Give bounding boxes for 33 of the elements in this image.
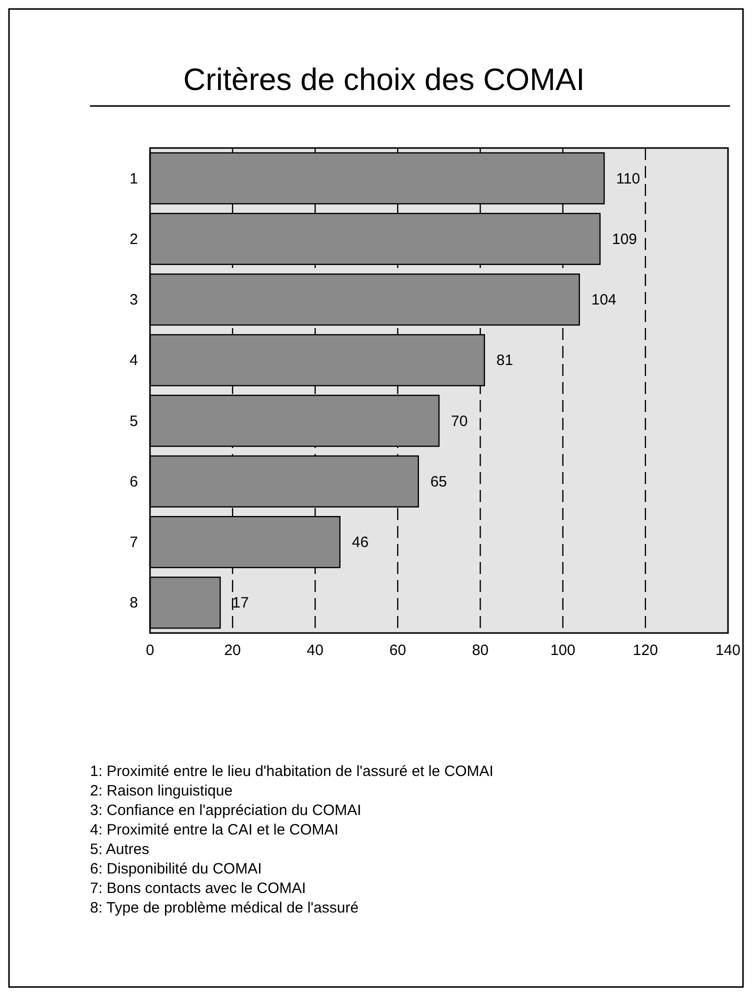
x-tick-label: 140 [715,642,741,659]
y-tick-label: 1 [130,170,138,188]
text: 1: Proximité entre le lieu d'habitation de l'assuré et le COMAI [90,763,494,780]
data-label: 17 [232,594,249,612]
text: 4: Proximité entre la CAI et le COMAI [90,822,338,838]
text: 8: Type de problème médical de l'assuré [90,900,359,916]
data-label: 81 [496,352,514,370]
y-tick-label: 7 [130,534,138,552]
x-tick-label: 100 [550,642,576,659]
chart-title: Critères de choix des COMAI [183,62,585,97]
data-label: 110 [616,170,640,188]
x-tick-label: 120 [632,642,658,659]
y-tick-label: 4 [130,352,138,370]
y-tick-label: 5 [130,412,138,430]
x-tick-label: 40 [306,642,324,659]
text: 6: Disponibilité du COMAI [90,860,262,878]
text: 3: Confiance en l'appréciation du COMAI [90,802,362,819]
y-tick-label: 8 [130,594,138,612]
x-tick-label: 80 [472,642,489,659]
y-tick-label: 2 [130,230,138,248]
text: 7: Bons contacts avec le COMAI [90,880,306,897]
data-label: 65 [430,473,448,490]
text: 5: Autres [90,841,150,858]
x-tick-label: 0 [146,642,154,659]
x-tick-label: 60 [389,642,406,659]
data-label: 70 [451,412,468,430]
data-label: 104 [591,292,616,309]
data-label: 46 [352,534,369,552]
x-tick-label: 20 [224,642,241,659]
data-label: 109 [612,230,638,248]
text: 2: Raison linguistique [90,782,233,800]
y-tick-label: 6 [130,473,138,490]
y-tick-label: 3 [130,292,138,309]
